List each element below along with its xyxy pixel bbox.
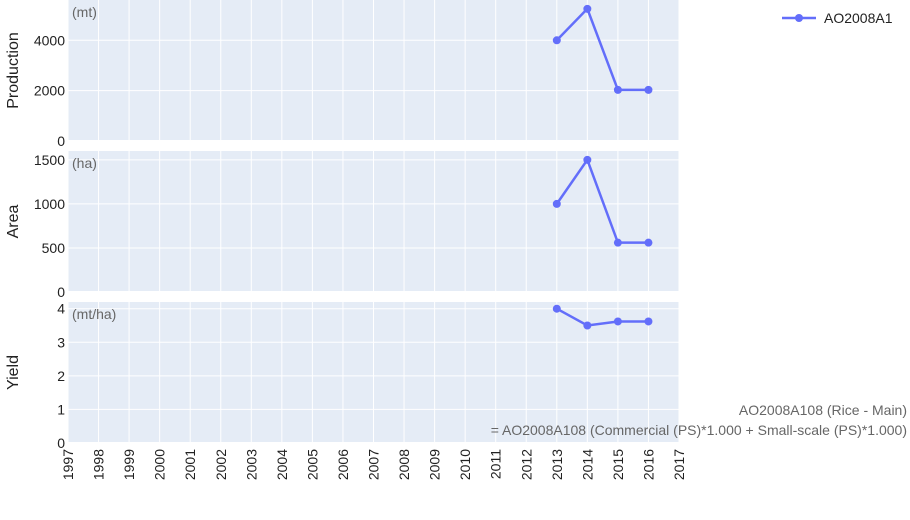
data-point (583, 321, 592, 330)
data-point (644, 238, 653, 247)
x-tick-label: 2014 (579, 449, 595, 480)
data-point (583, 155, 592, 164)
x-tick-label: 2013 (549, 449, 565, 480)
y-tick-label: 500 (42, 240, 66, 256)
data-point (552, 199, 561, 208)
x-tick-label: 2005 (304, 449, 320, 480)
legend[interactable]: AO2008A1 (780, 10, 893, 26)
x-tick-label: 2006 (335, 449, 351, 480)
y-tick-label: 1000 (34, 196, 65, 212)
legend-label: AO2008A1 (824, 10, 893, 26)
y-axis-title: Area (5, 205, 22, 239)
unit-label: (mt/ha) (72, 306, 116, 322)
x-tick-label: 2001 (182, 449, 198, 480)
data-point (613, 317, 622, 326)
data-point (552, 36, 561, 45)
y-tick-label: 4000 (34, 32, 65, 48)
annotation-formula: = AO2008A108 (Commercial (PS)*1.000 + Sm… (490, 422, 907, 438)
y-tick-label: 1500 (34, 152, 65, 168)
x-tick-label: 2008 (396, 449, 412, 480)
y-tick-label: 1 (57, 401, 65, 417)
x-tick-label: 1998 (91, 449, 107, 480)
series-line (555, 6, 649, 92)
y-axis-title: Production (5, 32, 22, 109)
y-tick-label: 3 (57, 334, 65, 350)
unit-label: (mt) (72, 4, 97, 20)
data-point (644, 85, 653, 94)
series-line (555, 157, 649, 244)
legend-marker-icon (782, 14, 816, 22)
y-tick-label: 4 (57, 301, 65, 317)
x-tick-label: 2010 (457, 449, 473, 480)
x-tick-label: 2000 (152, 449, 168, 480)
x-tick-label: 2012 (518, 449, 534, 480)
x-tick-label: 2016 (640, 449, 656, 480)
y-tick-label: 2 (57, 368, 65, 384)
data-point (583, 4, 592, 13)
series-line (556, 307, 649, 327)
annotation-title: AO2008A108 (Rice - Main) (738, 402, 907, 418)
y-axis-title: Yield (5, 355, 22, 390)
x-tick-label: 2003 (243, 449, 259, 480)
y-tick-label: 0 (57, 133, 65, 149)
x-tick-label: 2011 (488, 449, 504, 479)
x-tick-label: 2004 (274, 449, 290, 480)
x-tick-label: 1999 (121, 449, 137, 480)
data-point (644, 317, 653, 326)
data-point (613, 85, 622, 94)
data-point (613, 238, 622, 247)
y-tick-label: 0 (57, 284, 65, 300)
y-tick-label: 2000 (34, 83, 65, 99)
y-tick-label: 0 (57, 435, 65, 451)
unit-label: (ha) (72, 155, 97, 171)
x-tick-label: 2015 (610, 449, 626, 480)
x-tick-label: 1997 (60, 449, 76, 480)
x-tick-label: 2017 (671, 449, 687, 480)
x-tick-label: 2007 (366, 449, 382, 480)
x-tick-label: 2002 (213, 449, 229, 480)
x-tick-label: 2009 (427, 449, 443, 480)
data-point (552, 304, 561, 313)
